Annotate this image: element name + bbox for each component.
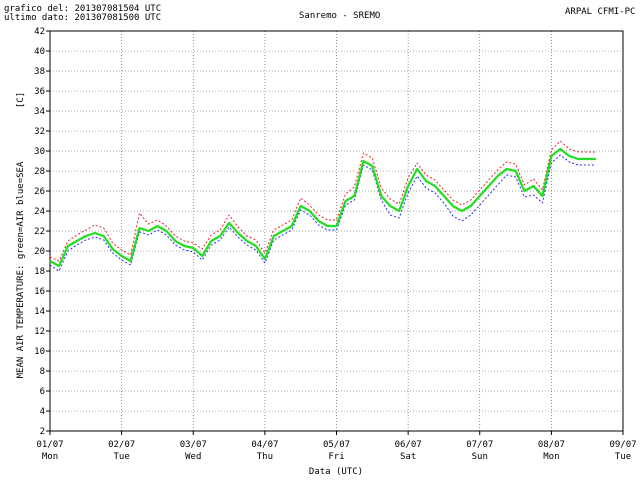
- x-tick-day-label: Tue: [113, 452, 129, 462]
- max-temperature-line: [49, 140, 597, 262]
- y-tick-label: 6: [40, 387, 45, 397]
- y-tick-label: 12: [34, 327, 45, 337]
- y-tick-label: 26: [34, 187, 45, 197]
- x-tick-date-label: 04/07: [251, 440, 278, 450]
- last-data-label: ultimo dato: 201307081500 UTC: [4, 13, 162, 23]
- x-tick-date-label: 09/07: [609, 440, 636, 450]
- axis-ticks: 2468101214161820222426283032343638404201…: [34, 27, 636, 462]
- x-tick-date-label: 05/07: [323, 440, 350, 450]
- y-tick-label: 36: [34, 87, 45, 97]
- series: [49, 140, 597, 272]
- y-tick-label: 2: [40, 427, 45, 437]
- y-tick-label: 42: [34, 27, 45, 37]
- x-tick-day-label: Sun: [472, 452, 488, 462]
- y-tick-label: 38: [34, 67, 45, 77]
- x-tick-day-label: Sat: [400, 452, 416, 462]
- y-tick-label: 16: [34, 287, 45, 297]
- x-tick-day-label: Mon: [42, 452, 58, 462]
- x-tick-date-label: 07/07: [466, 440, 493, 450]
- chart-title: Sanremo - SREMO: [299, 11, 381, 21]
- organization-label: ARPAL CFMI-PC: [565, 7, 636, 17]
- y-unit-label: [C]: [16, 92, 26, 108]
- air-temperature-line: [49, 147, 597, 268]
- y-tick-label: 22: [34, 227, 45, 237]
- y-tick-label: 30: [34, 147, 45, 157]
- y-tick-label: 20: [34, 247, 45, 257]
- sea-temperature-line: [49, 154, 597, 272]
- x-tick-date-label: 08/07: [538, 440, 565, 450]
- x-tick-date-label: 01/07: [36, 440, 63, 450]
- y-tick-label: 32: [34, 127, 45, 137]
- x-tick-date-label: 03/07: [180, 440, 207, 450]
- grid: [50, 31, 623, 431]
- x-tick-day-label: Mon: [543, 452, 559, 462]
- y-tick-label: 4: [40, 407, 45, 417]
- y-axis-label: MEAN AIR TEMPERATURE: green=AIR blue=SEA: [16, 161, 26, 378]
- y-tick-label: 10: [34, 347, 45, 357]
- y-tick-label: 40: [34, 47, 45, 57]
- x-tick-day-label: Tue: [615, 452, 631, 462]
- y-tick-label: 8: [40, 367, 45, 377]
- y-tick-label: 28: [34, 167, 45, 177]
- y-tick-label: 14: [34, 307, 45, 317]
- y-tick-label: 34: [34, 107, 45, 117]
- chart-generated-label: grafico del: 201307081504 UTC: [4, 4, 162, 14]
- x-tick-day-label: Fri: [328, 452, 344, 462]
- x-axis-label: Data (UTC): [309, 467, 363, 477]
- y-tick-label: 24: [34, 207, 45, 217]
- x-tick-day-label: Wed: [185, 452, 201, 462]
- x-tick-date-label: 02/07: [108, 440, 135, 450]
- x-tick-date-label: 06/07: [395, 440, 422, 450]
- x-tick-day-label: Thu: [257, 452, 273, 462]
- y-tick-label: 18: [34, 267, 45, 277]
